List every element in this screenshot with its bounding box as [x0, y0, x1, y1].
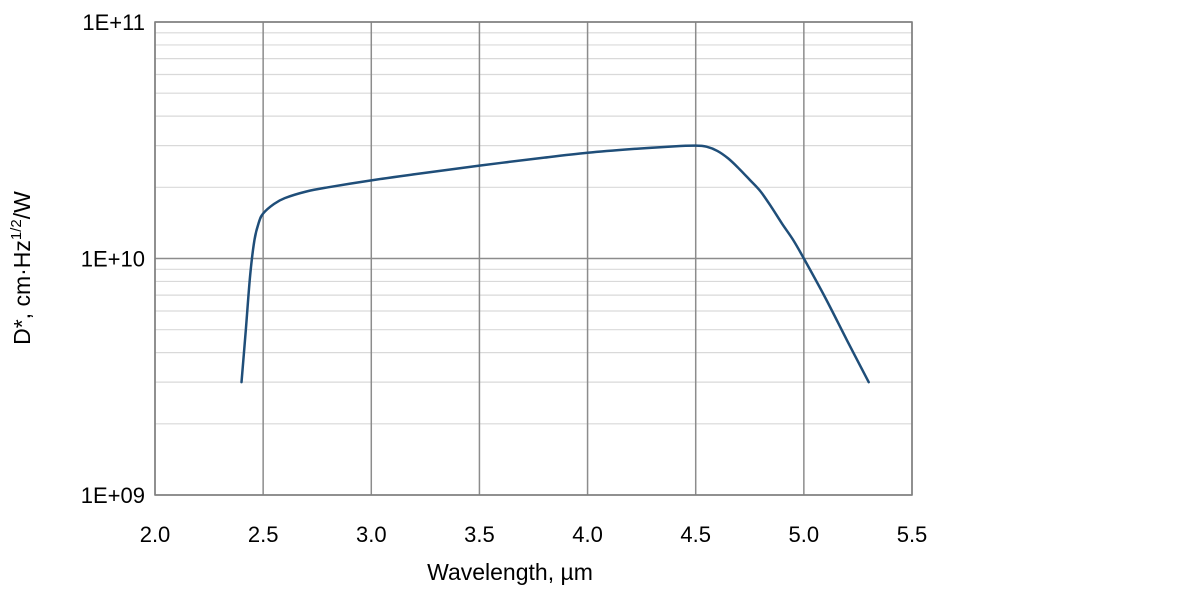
y-axis-title: D*, cm·Hz1/2/W [8, 191, 35, 345]
plot-area-border [154, 21, 913, 496]
y-axis-title-prefix: D*, cm·Hz [9, 240, 35, 345]
series-layer [240, 144, 870, 384]
x-tick-label: 5.0 [789, 522, 820, 547]
y-axis-title-superscript: 1/2 [8, 219, 25, 240]
x-axis-tick-labels: 2.0 2.5 3.0 3.5 4.0 4.5 5.0 5.5 [140, 522, 928, 547]
y-axis-title-suffix: /W [9, 191, 35, 219]
y-tick-label: 1E+11 [82, 10, 145, 35]
series-line [240, 144, 870, 384]
x-tick-label: 3.0 [356, 522, 387, 547]
y-tick-label: 1E+09 [81, 483, 145, 508]
x-tick-label: 4.5 [680, 522, 711, 547]
x-tick-label: 2.0 [140, 522, 171, 547]
x-tick-label: 5.5 [897, 522, 928, 547]
y-tick-label: 1E+10 [81, 247, 145, 272]
x-axis-title: Wavelength, µm [427, 559, 593, 585]
minor-gridlines [155, 32, 912, 425]
x-tick-label: 2.5 [248, 522, 279, 547]
x-tick-label: 3.5 [464, 522, 495, 547]
x-tick-label: 4.0 [572, 522, 603, 547]
y-axis-tick-labels: 1E+09 1E+10 1E+11 [81, 10, 145, 508]
